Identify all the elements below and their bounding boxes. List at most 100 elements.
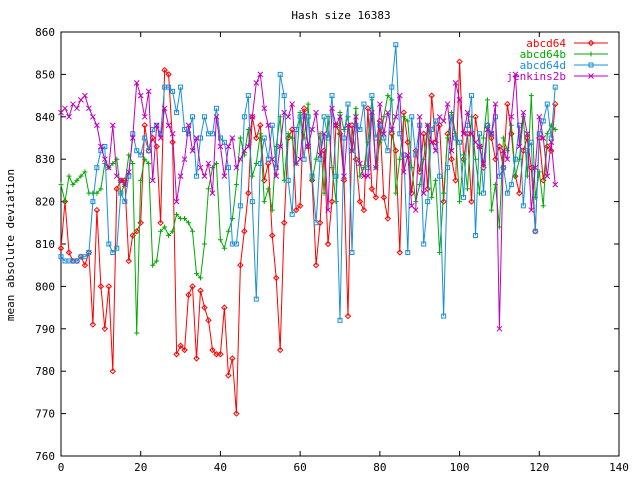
data-point bbox=[440, 118, 447, 124]
data-point bbox=[162, 224, 168, 230]
data-point bbox=[528, 207, 535, 213]
data-point bbox=[105, 283, 113, 290]
data-point bbox=[313, 220, 319, 226]
data-point bbox=[221, 173, 228, 180]
data-point bbox=[241, 228, 248, 235]
data-point bbox=[421, 241, 427, 247]
data-point bbox=[312, 261, 320, 269]
data-point bbox=[409, 114, 415, 120]
data-point bbox=[122, 199, 128, 205]
data-point bbox=[289, 135, 295, 141]
data-point bbox=[105, 164, 112, 171]
data-point bbox=[368, 185, 376, 193]
data-point bbox=[460, 130, 467, 137]
data-point bbox=[329, 105, 335, 112]
data-point bbox=[221, 139, 227, 145]
data-point bbox=[82, 254, 88, 260]
data-point bbox=[480, 190, 486, 196]
data-point bbox=[289, 211, 295, 217]
data-point bbox=[496, 173, 502, 179]
data-point bbox=[165, 122, 172, 129]
data-point bbox=[174, 211, 180, 217]
data-point bbox=[225, 143, 232, 150]
data-point bbox=[552, 181, 559, 188]
data-point bbox=[440, 198, 447, 205]
data-point bbox=[336, 130, 344, 137]
data-point bbox=[233, 241, 239, 247]
data-point bbox=[357, 173, 363, 179]
data-point bbox=[457, 199, 463, 205]
data-point bbox=[181, 156, 188, 163]
data-point bbox=[281, 93, 287, 99]
data-point bbox=[193, 355, 200, 362]
data-point bbox=[277, 71, 283, 77]
data-point bbox=[528, 139, 534, 145]
data-point bbox=[173, 198, 180, 205]
data-point bbox=[265, 186, 271, 192]
data-point bbox=[209, 190, 216, 196]
x-tick-label: 100 bbox=[450, 461, 470, 474]
data-point bbox=[269, 122, 275, 128]
data-point bbox=[81, 261, 89, 269]
data-point bbox=[177, 173, 184, 180]
x-tick-label: 20 bbox=[134, 461, 147, 474]
data-point bbox=[94, 190, 100, 196]
data-point bbox=[190, 228, 196, 234]
data-point bbox=[134, 148, 140, 154]
data-point bbox=[257, 122, 264, 129]
data-point bbox=[457, 139, 463, 145]
data-point bbox=[273, 173, 280, 180]
data-point bbox=[364, 105, 372, 112]
data-point bbox=[384, 109, 391, 116]
data-point bbox=[512, 156, 518, 162]
data-point bbox=[337, 113, 343, 120]
data-point bbox=[377, 139, 383, 145]
data-point bbox=[233, 182, 239, 188]
data-point bbox=[345, 122, 351, 129]
data-point bbox=[508, 182, 514, 188]
data-point bbox=[245, 143, 252, 150]
data-point bbox=[488, 134, 495, 142]
data-point bbox=[198, 275, 203, 281]
data-point bbox=[404, 152, 411, 158]
data-point bbox=[401, 152, 407, 158]
data-point bbox=[253, 80, 260, 86]
data-point bbox=[333, 173, 339, 179]
data-point bbox=[217, 237, 223, 243]
data-point bbox=[181, 346, 188, 354]
data-point bbox=[221, 304, 228, 311]
data-point bbox=[205, 317, 212, 324]
data-point bbox=[587, 39, 595, 47]
y-tick-label: 830 bbox=[35, 153, 55, 166]
data-point bbox=[170, 228, 176, 234]
data-point bbox=[461, 194, 467, 200]
data-point bbox=[186, 220, 192, 226]
data-point bbox=[532, 228, 538, 234]
data-point bbox=[464, 109, 471, 116]
data-point bbox=[468, 198, 475, 205]
data-point bbox=[381, 135, 387, 141]
data-point bbox=[325, 207, 331, 213]
data-point bbox=[185, 291, 192, 299]
data-point bbox=[225, 372, 232, 379]
data-point bbox=[142, 156, 148, 162]
data-point bbox=[377, 101, 383, 107]
data-point bbox=[229, 135, 236, 141]
y-tick-label: 810 bbox=[35, 238, 55, 251]
data-point bbox=[138, 177, 144, 183]
data-point bbox=[261, 135, 267, 141]
data-point bbox=[361, 101, 367, 107]
data-point bbox=[504, 190, 510, 196]
data-point bbox=[396, 249, 403, 256]
data-point bbox=[341, 127, 347, 133]
y-tick-label: 800 bbox=[35, 280, 55, 293]
data-point bbox=[424, 185, 431, 193]
data-point bbox=[149, 177, 156, 184]
data-point bbox=[477, 131, 482, 137]
data-point bbox=[66, 113, 72, 120]
data-point bbox=[360, 206, 368, 214]
data-point bbox=[540, 118, 546, 124]
data-point bbox=[269, 207, 275, 213]
data-point bbox=[249, 113, 256, 120]
data-point bbox=[472, 113, 479, 121]
